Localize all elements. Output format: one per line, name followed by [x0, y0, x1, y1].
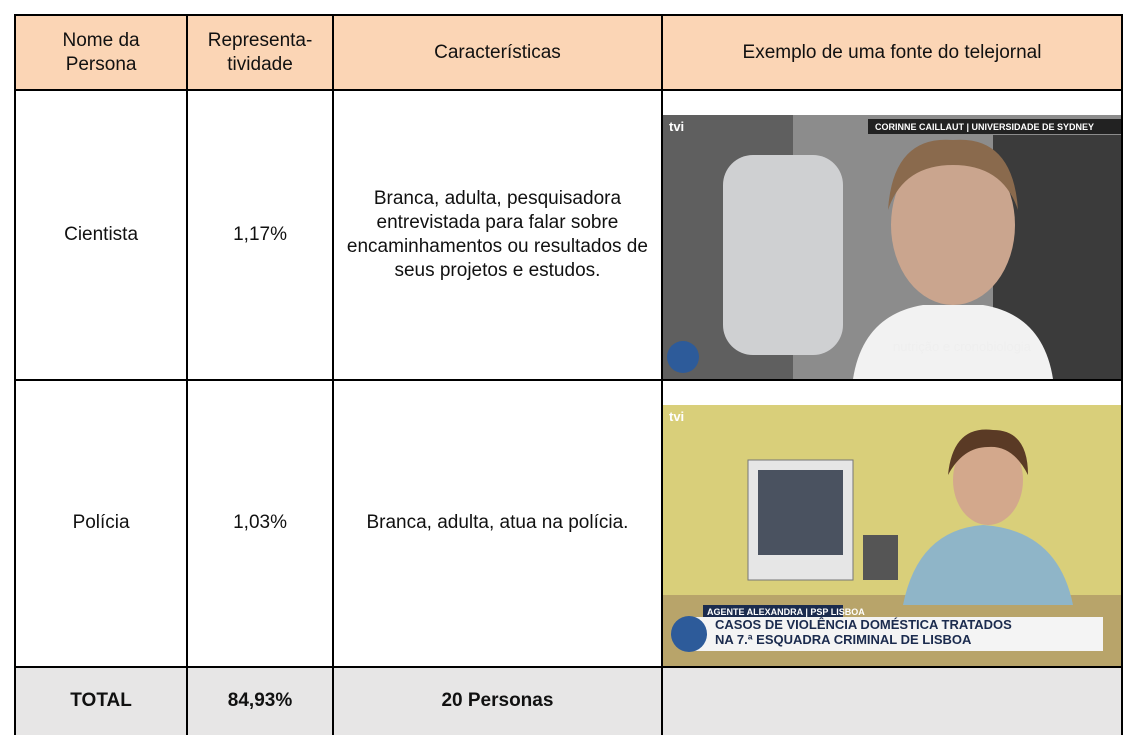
name-cell: Cientista [13, 89, 189, 381]
persona-table: Nome da Persona Representa- tividade Car… [13, 14, 1123, 735]
news-still: tvi CORINNE CAILLAUT | UNIVERSIDADE DE S… [662, 114, 1121, 379]
header-row: Nome da Persona Representa- tividade Car… [13, 14, 1123, 91]
headline-line: NA 7.ª ESQUADRA CRIMINAL DE LISBOA [715, 632, 972, 647]
subtitle: nutrição e cronobiologia [893, 339, 1032, 354]
channel-logo: tvi [669, 409, 684, 424]
header-cell: Exemplo de uma fonte do telejornal [660, 14, 1123, 91]
traits-cell: Branca, adulta, atua na polícia. [331, 378, 663, 668]
caption: CORINNE CAILLAUT | UNIVERSIDADE DE SYDNE… [875, 122, 1094, 132]
row: Polícia 1,03% Branca, adulta, atua na po… [13, 378, 1123, 668]
total-traits: 20 Personas [331, 665, 663, 735]
total-row: TOTAL 84,93% 20 Personas [13, 665, 1123, 735]
channel-logo: tvi [669, 119, 684, 134]
share-cell: 1,03% [186, 378, 334, 668]
image-cell: tvi AGENTE ALEXANDRA | PSP LISBOA CASOS … [660, 378, 1123, 668]
row: Cientista 1,17% Branca, adulta, pesquisa… [13, 89, 1123, 381]
total-name: TOTAL [13, 665, 189, 735]
total-share: 84,93% [186, 665, 334, 735]
header-cell: Nome da Persona [13, 14, 189, 91]
header-cell: Características [331, 14, 663, 91]
headline-line: CASOS DE VIOLÊNCIA DOMÉSTICA TRATADOS [715, 617, 1012, 632]
image-cell: tvi CORINNE CAILLAUT | UNIVERSIDADE DE S… [660, 89, 1123, 381]
traits-cell: Branca, adulta, pesquisadora entrevistad… [331, 89, 663, 381]
name-cell: Polícia [13, 378, 189, 668]
caption: AGENTE ALEXANDRA | PSP LISBOA [707, 607, 865, 617]
header-cell: Representa- tividade [186, 14, 334, 91]
headline: CASOS DE VIOLÊNCIA DOMÉSTICA TRATADOS NA … [715, 617, 1012, 647]
news-still: tvi AGENTE ALEXANDRA | PSP LISBOA CASOS … [662, 404, 1121, 666]
share-cell: 1,17% [186, 89, 334, 381]
page: Nome da Persona Representa- tividade Car… [13, 14, 1123, 735]
empty-cell [660, 665, 1123, 735]
